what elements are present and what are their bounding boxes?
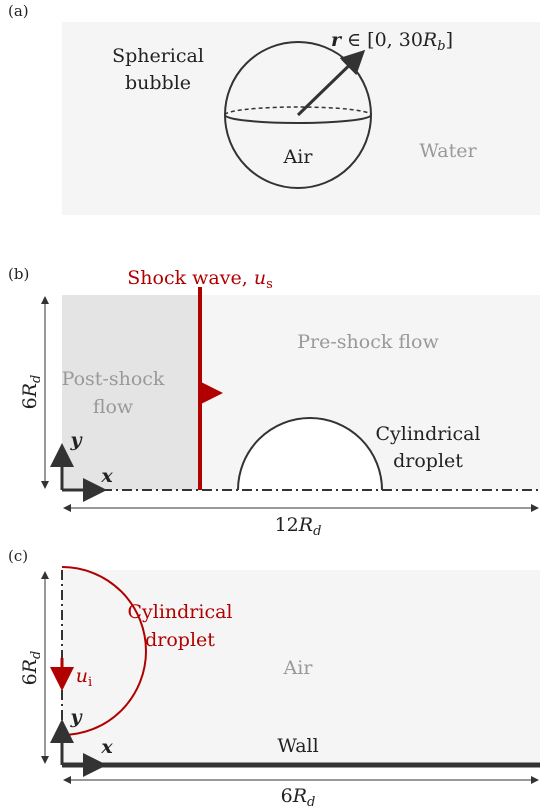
panel-tag: (a) [8, 2, 29, 20]
shock-label: Shock wave, us [127, 267, 272, 292]
panel-tag: (c) [8, 547, 28, 565]
bubble-label: bubble [125, 72, 191, 94]
inside-label: Air [283, 146, 314, 168]
medium-label: Air [283, 657, 314, 679]
post-shock-label: Post-shock [62, 368, 165, 390]
figure: (a) r ∈ [0, 30Rb] Spherical bubble Air W… [0, 0, 541, 809]
droplet-label: Cylindrical [375, 423, 480, 445]
panel-tag: (b) [8, 265, 29, 283]
x-axis-label: x [100, 736, 113, 758]
height-label: 6Rd [19, 651, 44, 686]
x-axis-label: x [100, 465, 113, 487]
y-axis-label: y [69, 706, 83, 728]
bubble-label: Spherical [112, 45, 204, 67]
post-shock-label: flow [93, 396, 134, 418]
y-axis-label: y [69, 429, 83, 451]
width-label: 12Rd [275, 514, 322, 539]
wall-label: Wall [277, 735, 318, 757]
droplet-label: droplet [145, 629, 215, 651]
radius-label: r ∈ [0, 30Rb] [331, 29, 453, 54]
post-shock-region [62, 295, 200, 490]
width-label: 6Rd [281, 785, 316, 809]
pre-shock-label: Pre-shock flow [297, 331, 439, 353]
droplet-label: droplet [393, 450, 463, 472]
height-label: 6Rd [19, 375, 44, 410]
outside-label: Water [419, 140, 477, 162]
droplet-label: Cylindrical [127, 601, 232, 623]
